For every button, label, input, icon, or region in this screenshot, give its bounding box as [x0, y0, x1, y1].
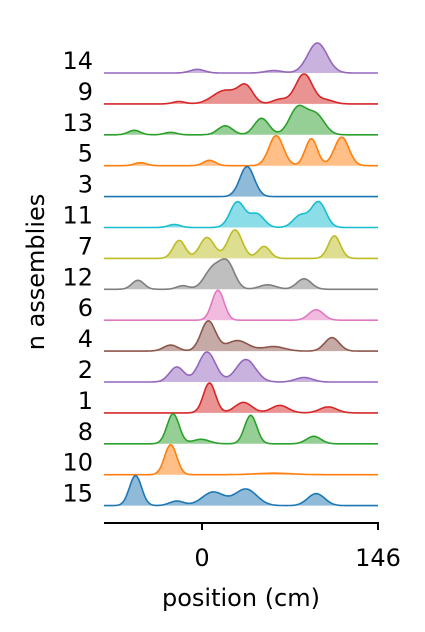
ridge-line-9 [104, 73, 378, 105]
ridge-line-8 [104, 412, 378, 445]
x-tick-label-0: 0 [194, 544, 209, 572]
ridge-line-1 [104, 382, 378, 414]
ridge-line-3 [104, 165, 378, 198]
ridge-line-14 [104, 42, 378, 74]
ridge-fill-11 [104, 201, 378, 228]
assembly-label-3: 3 [78, 171, 93, 199]
ridge-fill-1 [104, 382, 378, 413]
assembly-label-6: 6 [78, 294, 93, 322]
ridge-fill-8 [104, 413, 378, 444]
ridge-fill-6 [104, 290, 378, 321]
ridge-fill-5 [104, 135, 378, 166]
assembly-label-12: 12 [62, 263, 93, 291]
assembly-label-7: 7 [78, 232, 93, 260]
ridge-fill-2 [104, 352, 378, 382]
assembly-label-4: 4 [78, 325, 93, 353]
assembly-label-5: 5 [78, 140, 93, 168]
ridge-line-15 [104, 474, 378, 507]
ridge-line-5 [104, 134, 378, 167]
ridge-fill-13 [104, 105, 378, 135]
ridge-fill-14 [104, 43, 378, 73]
ridge-line-6 [104, 289, 378, 321]
assembly-label-11: 11 [62, 202, 93, 230]
assembly-label-8: 8 [78, 418, 93, 446]
x-tick-label-146: 146 [355, 544, 401, 572]
ridge-line-11 [104, 200, 378, 229]
ridge-fill-10 [104, 444, 378, 475]
assembly-label-13: 13 [62, 109, 93, 137]
ridges-group [104, 42, 378, 507]
y-axis-label: n assemblies [22, 194, 50, 351]
ridge-line-10 [104, 443, 378, 476]
assembly-label-15: 15 [62, 480, 93, 508]
ridge-line-13 [104, 104, 378, 136]
ridge-fill-4 [104, 320, 378, 352]
ridge-line-2 [104, 351, 378, 383]
ridge-line-12 [104, 258, 378, 291]
assembly-label-9: 9 [78, 78, 93, 106]
x-axis-label: position (cm) [162, 584, 320, 612]
ridge-fill-7 [104, 229, 378, 259]
assembly-label-2: 2 [78, 356, 93, 384]
assembly-labels: 14 9 13 5 3 117 12 6 4 2 1 8 10 15 [62, 47, 93, 508]
ridge-fill-3 [104, 166, 378, 197]
ridge-fill-9 [104, 73, 378, 104]
assembly-label-10: 10 [62, 449, 93, 477]
assembly-label-14: 14 [62, 47, 93, 75]
ridge-line-4 [104, 319, 378, 352]
assembly-label-1: 1 [78, 387, 93, 415]
ridge-line-7 [104, 229, 378, 260]
